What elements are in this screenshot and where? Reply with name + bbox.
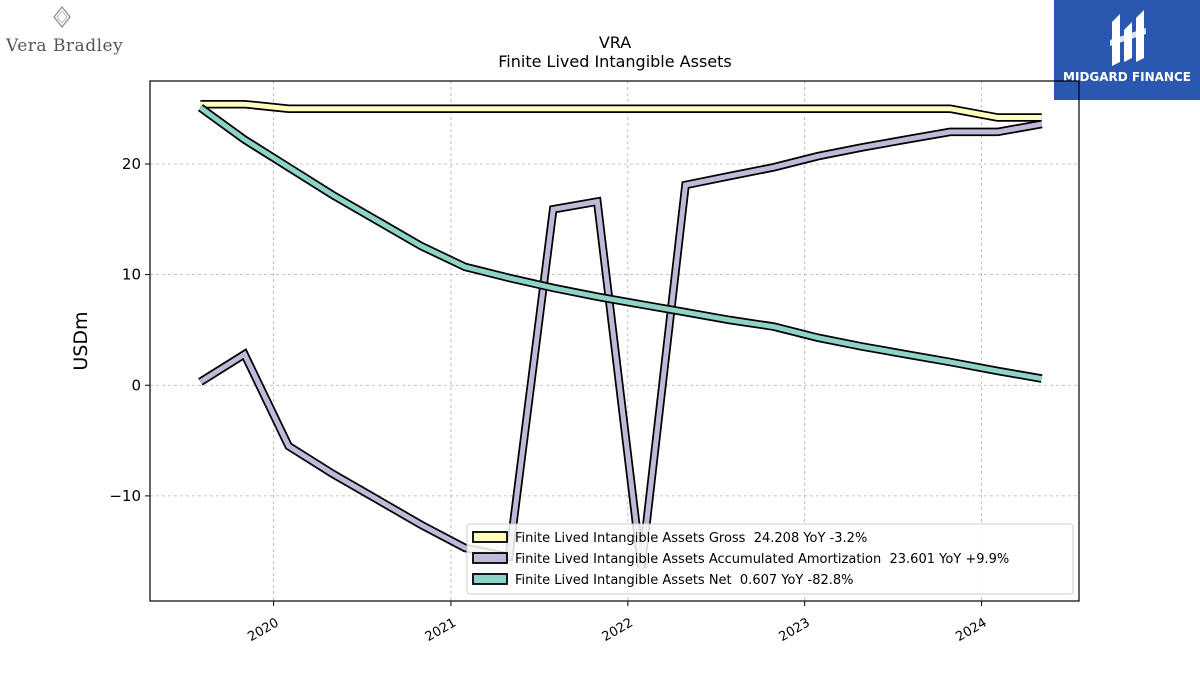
vera-bradley-wordmark: Vera Bradley (6, 36, 124, 56)
legend-swatch-1 (472, 531, 508, 543)
series-line-1 (200, 101, 1042, 120)
legend-entry-3: Finite Lived Intangible Assets Net 0.607… (515, 573, 854, 588)
grid-layer (150, 81, 1079, 601)
x-tick-label: 2020 (245, 615, 281, 645)
x-tick-label: 2021 (423, 615, 459, 645)
vera-bradley-emblem-icon (53, 6, 71, 28)
midgard-finance-wordmark: MIDGARD FINANCE (1063, 70, 1191, 84)
series-line-outline-3 (197, 104, 1043, 383)
chart-subtitle: Finite Lived Intangible Assets (498, 52, 731, 71)
vera-bradley-logo: Vera Bradley (0, 0, 130, 70)
legend-entry-1: Finite Lived Intangible Assets Gross 24.… (515, 531, 867, 546)
midgard-emblem-icon (1110, 10, 1146, 66)
x-tick-label: 2022 (600, 615, 636, 645)
legend-swatch-2 (472, 552, 508, 564)
legend-entry-2: Finite Lived Intangible Assets Accumulat… (515, 552, 1009, 567)
y-axis-label: USDm (70, 311, 92, 370)
series-layer (197, 99, 1043, 569)
series-line-2 (199, 121, 1043, 569)
x-tick-label: 2024 (953, 615, 989, 645)
plot-frame (149, 80, 1080, 602)
y-tick-label: 10 (122, 266, 141, 284)
legend: Finite Lived Intangible Assets Gross 24.… (466, 523, 1074, 595)
midgard-finance-logo: MIDGARD FINANCE (1054, 0, 1200, 100)
legend-box (466, 523, 1074, 595)
chart-title: VRA (599, 33, 631, 52)
y-tick-label: −10 (109, 487, 141, 505)
y-tick-label: 20 (122, 155, 141, 173)
x-tick-label: 2023 (777, 615, 813, 645)
y-tick-label: 0 (131, 376, 141, 394)
series-line-3 (198, 105, 1043, 382)
legend-swatch-3 (472, 573, 508, 585)
